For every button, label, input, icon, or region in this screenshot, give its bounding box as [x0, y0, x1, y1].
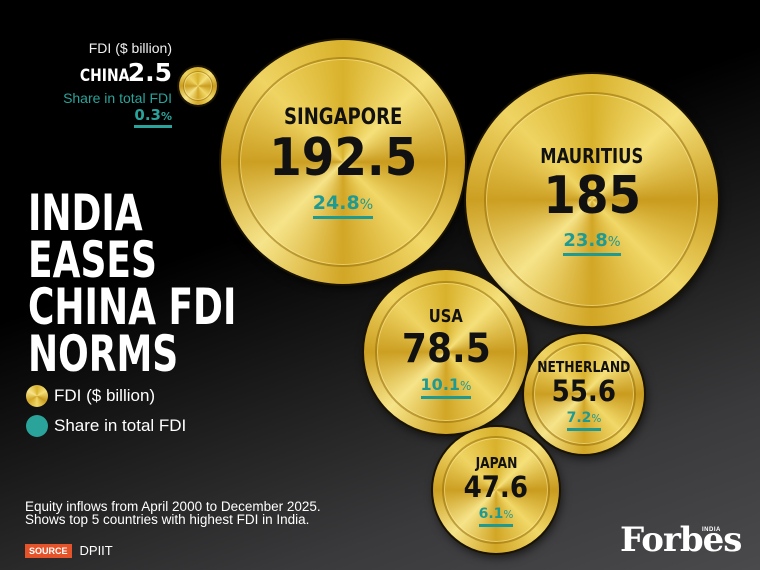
china-share-label: Share in total FDI — [63, 90, 172, 106]
teal-dot-icon — [26, 415, 48, 437]
china-value: 2.5 — [127, 58, 172, 87]
coin-share-unit: % — [591, 412, 602, 425]
legend: FDI ($ billion) Share in total FDI — [26, 385, 186, 445]
title-line: CHINA FDI — [28, 278, 237, 336]
source-row: SOURCE DPIIT — [25, 543, 113, 558]
legend-item-fdi: FDI ($ billion) — [26, 385, 186, 407]
coin-usa: USA 78.5 10.1% — [364, 270, 528, 434]
coin-value: 192.5 — [268, 128, 418, 188]
china-share-value: 0.3% — [134, 106, 172, 128]
gold-coin-icon — [26, 385, 48, 407]
coin-country: MAURITIUS — [540, 144, 644, 168]
coin-value: 78.5 — [401, 325, 491, 372]
source-badge: SOURCE — [25, 543, 72, 558]
coin-share-number: 10.1 — [420, 374, 461, 394]
legend-item-share: Share in total FDI — [26, 415, 186, 437]
coin-share: 10.1% — [420, 374, 472, 399]
source-value: DPIIT — [79, 543, 113, 558]
coin-share-number: 6.1 — [478, 505, 504, 522]
china-share-unit: % — [160, 110, 172, 123]
coin-share: 6.1% — [478, 505, 514, 527]
forbes-edition: INDIA — [702, 527, 721, 533]
title-line: INDIA — [28, 184, 143, 242]
coin-value: 55.6 — [551, 373, 617, 408]
title-line: NORMS — [28, 325, 179, 383]
coin-share-unit: % — [607, 234, 621, 250]
coin-share-number: 7.2 — [566, 409, 592, 426]
title-line: EASES — [28, 231, 157, 289]
page-title: INDIA EASES CHINA FDI NORMS — [28, 184, 237, 383]
coin-share-unit: % — [503, 508, 514, 521]
china-annotation: FDI ($ billion) CHINA 2.5 Share in total… — [63, 40, 172, 128]
coin-country: USA — [428, 305, 464, 327]
coin-country: JAPAN — [475, 453, 517, 472]
forbes-logo: Forbes — [620, 520, 742, 560]
coin-value: 185 — [543, 166, 641, 226]
china-value-row: CHINA 2.5 — [63, 58, 172, 87]
coin-japan: JAPAN 47.6 6.1% — [433, 427, 559, 553]
china-fdi-label: FDI ($ billion) — [88, 40, 172, 56]
coin-country: SINGAPORE — [283, 105, 403, 130]
legend-label: Share in total FDI — [54, 416, 187, 435]
coin-share-unit: % — [460, 378, 472, 393]
coin-singapore: SINGAPORE 192.5 24.8% — [221, 40, 465, 284]
coin-country: NETHERLAND — [537, 357, 631, 376]
legend-label: FDI ($ billion) — [54, 386, 156, 405]
footnote: Equity inflows from April 2000 to Decemb… — [25, 499, 321, 527]
coin-share: 23.8% — [563, 230, 621, 256]
coin-netherland: NETHERLAND 55.6 7.2% — [524, 334, 644, 454]
coin-share-unit: % — [359, 197, 374, 213]
china-name: CHINA — [79, 66, 130, 86]
coin-share: 24.8% — [312, 192, 374, 219]
coin-share-number: 24.8 — [312, 192, 360, 214]
coin-mauritius: MAURITIUS 185 23.8% — [466, 74, 718, 326]
coin-share: 7.2% — [566, 409, 602, 431]
china-share-number: 0.3 — [134, 106, 161, 124]
coin-value: 47.6 — [463, 469, 529, 504]
china-coin-icon — [179, 67, 217, 105]
coin-share-number: 23.8 — [563, 230, 608, 251]
